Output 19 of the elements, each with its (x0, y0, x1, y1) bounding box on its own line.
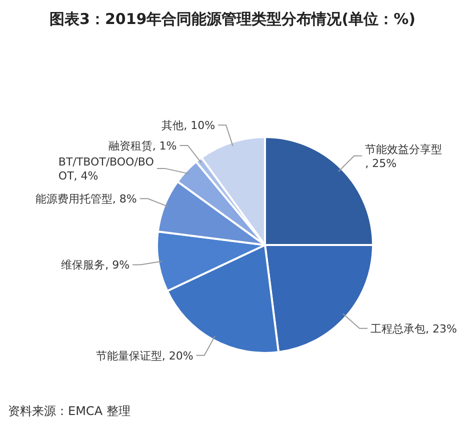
category-label: 维保服务 (61, 258, 106, 272)
value-label: , 4% (74, 169, 98, 182)
value-label: , 9% (105, 258, 130, 272)
value-label: , 10% (184, 119, 216, 132)
category-label: 融资租赁 (108, 139, 152, 152)
category-label: 能源费用托管型 (35, 192, 112, 206)
value-label: , 20% (162, 349, 194, 362)
category-label: 其他 (162, 119, 184, 132)
category-label: OT (58, 169, 74, 182)
chart-title: 图表3：2019年合同能源管理类型分布情况(单位：%) (50, 10, 416, 28)
category-label: 节能效益分享型 (365, 142, 442, 156)
value-label: , 25% (365, 156, 397, 170)
category-label: 工程总承包 (370, 322, 426, 336)
category-label: 节能量保证型 (96, 349, 162, 362)
category-label: BT/TBOT/BOO/BO (58, 155, 154, 168)
value-label: , 1% (152, 139, 177, 152)
text: 资料来源：EMCA 整理 (8, 404, 130, 418)
value-label: , 8% (112, 192, 137, 206)
value-label: , 23% (426, 322, 457, 336)
